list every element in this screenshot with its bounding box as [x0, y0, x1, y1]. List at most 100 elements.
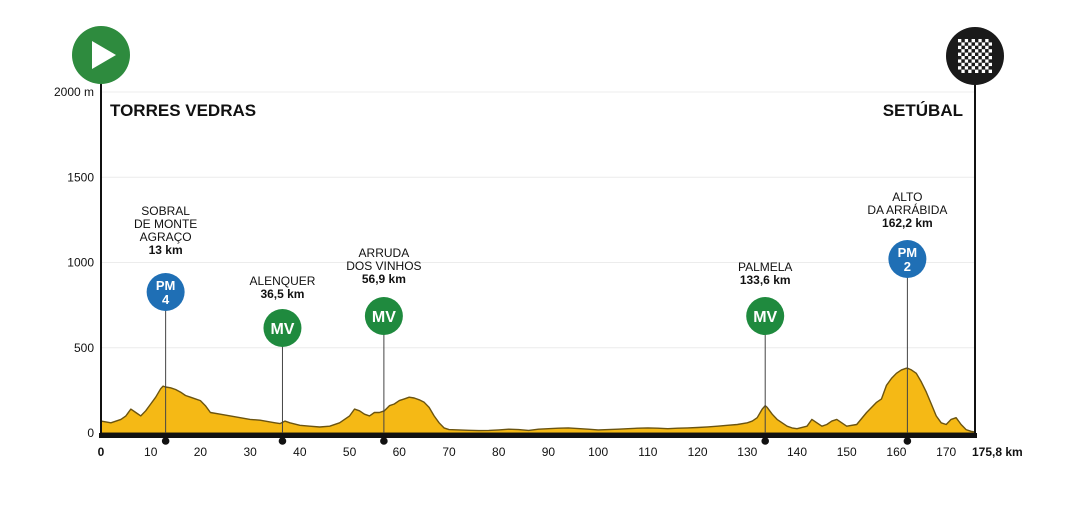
checker-cell	[981, 56, 986, 60]
checker-cell	[968, 69, 972, 73]
checker-cell	[958, 49, 962, 53]
climb-km-label: 36,5 km	[260, 287, 304, 301]
checker-cell	[988, 66, 992, 70]
climb-name: PALMELA	[738, 260, 792, 274]
checker-cell	[975, 56, 979, 60]
checker-cell	[964, 52, 969, 56]
checker-cell	[985, 66, 989, 70]
climb-badge-category: MV	[753, 309, 777, 326]
climb-badge	[364, 297, 403, 335]
climb-badge	[888, 240, 927, 278]
checker-cell	[985, 42, 989, 46]
checker-cell	[981, 69, 986, 73]
checker-cell	[988, 69, 992, 73]
checker-cell	[975, 59, 979, 63]
checker-cell	[964, 45, 969, 50]
x-tick-label: 100	[588, 445, 608, 459]
x-tick-label: 150	[837, 445, 857, 459]
checker-cell	[961, 66, 965, 70]
checker-cell	[975, 39, 979, 43]
x-tick-label: 70	[442, 445, 456, 459]
checker-cell	[975, 45, 979, 50]
climb-name: ARRUDA	[359, 246, 410, 260]
climb-badge-number: 4	[162, 292, 170, 307]
checker-cell	[988, 62, 992, 67]
x-tick-label: 90	[542, 445, 556, 459]
checker-cell	[958, 69, 962, 73]
checker-cell	[964, 39, 969, 43]
start-town: TORRES VEDRAS	[110, 101, 256, 120]
checker-cell	[971, 52, 975, 56]
checker-cell	[978, 56, 982, 60]
climb-name: ALENQUER	[249, 274, 315, 288]
checker-cell	[971, 66, 975, 70]
climb-km-label: 13 km	[149, 243, 183, 257]
checker-cell	[958, 62, 962, 67]
checker-cell	[988, 45, 992, 50]
x-tick-label: 40	[293, 445, 307, 459]
x-tick-label: 130	[737, 445, 757, 459]
checker-cell	[968, 42, 972, 46]
climb-badge	[746, 297, 785, 335]
checker-cell	[975, 62, 979, 67]
climb-name: AGRAÇO	[140, 230, 192, 244]
checker-cell	[968, 66, 972, 70]
climb-name: DE MONTE	[134, 217, 197, 231]
climb-name: ALTO	[892, 190, 922, 204]
checker-cell	[961, 52, 965, 56]
climb-km-dot	[903, 437, 912, 445]
climb-km-label: 133,6 km	[740, 273, 791, 287]
checker-cell	[958, 59, 962, 63]
climb-badge-category: MV	[270, 321, 294, 338]
checker-cell	[968, 49, 972, 53]
checker-cell	[978, 62, 982, 67]
checker-cell	[964, 69, 969, 73]
climb-name: SOBRAL	[141, 204, 190, 218]
checker-cell	[961, 49, 965, 53]
x-end-label: 175,8 km	[972, 445, 1023, 459]
checker-cell	[988, 39, 992, 43]
checker-cell	[981, 62, 986, 67]
x-tick-label: 0	[98, 445, 105, 459]
checker-cell	[958, 56, 962, 60]
checker-cell	[978, 52, 982, 56]
checker-cell	[978, 42, 982, 46]
checker-cell	[968, 56, 972, 60]
y-tick-label: 500	[74, 341, 94, 355]
climb-km-dot	[278, 437, 287, 445]
checker-cell	[985, 49, 989, 53]
climb-name: DOS VINHOS	[346, 259, 421, 273]
checker-cell	[975, 49, 979, 53]
checker-cell	[968, 52, 972, 56]
checker-cell	[964, 56, 969, 60]
checker-cell	[981, 42, 986, 46]
checker-cell	[961, 39, 965, 43]
checker-cell	[968, 39, 972, 43]
climb-badge-number: 2	[904, 259, 911, 274]
checker-cell	[964, 66, 969, 70]
play-icon-triangle	[92, 41, 116, 69]
x-tick-label: 10	[144, 445, 158, 459]
checker-cell	[971, 56, 975, 60]
x-tick-label: 140	[787, 445, 807, 459]
checker-cell	[958, 66, 962, 70]
checker-cell	[971, 45, 975, 50]
checker-cell	[958, 42, 962, 46]
checker-cell	[968, 59, 972, 63]
checker-cell	[988, 59, 992, 63]
x-tick-label: 110	[638, 445, 657, 459]
checker-cell	[981, 66, 986, 70]
climb-badge-category: PM	[156, 278, 176, 293]
x-tick-label: 60	[393, 445, 407, 459]
checker-cell	[985, 62, 989, 67]
checker-cell	[971, 42, 975, 46]
climb-km-dot	[761, 437, 770, 445]
checker-cell	[985, 52, 989, 56]
checker-cell	[968, 62, 972, 67]
checker-cell	[971, 69, 975, 73]
checker-cell	[985, 45, 989, 50]
checker-cell	[978, 49, 982, 53]
checker-cell	[971, 59, 975, 63]
